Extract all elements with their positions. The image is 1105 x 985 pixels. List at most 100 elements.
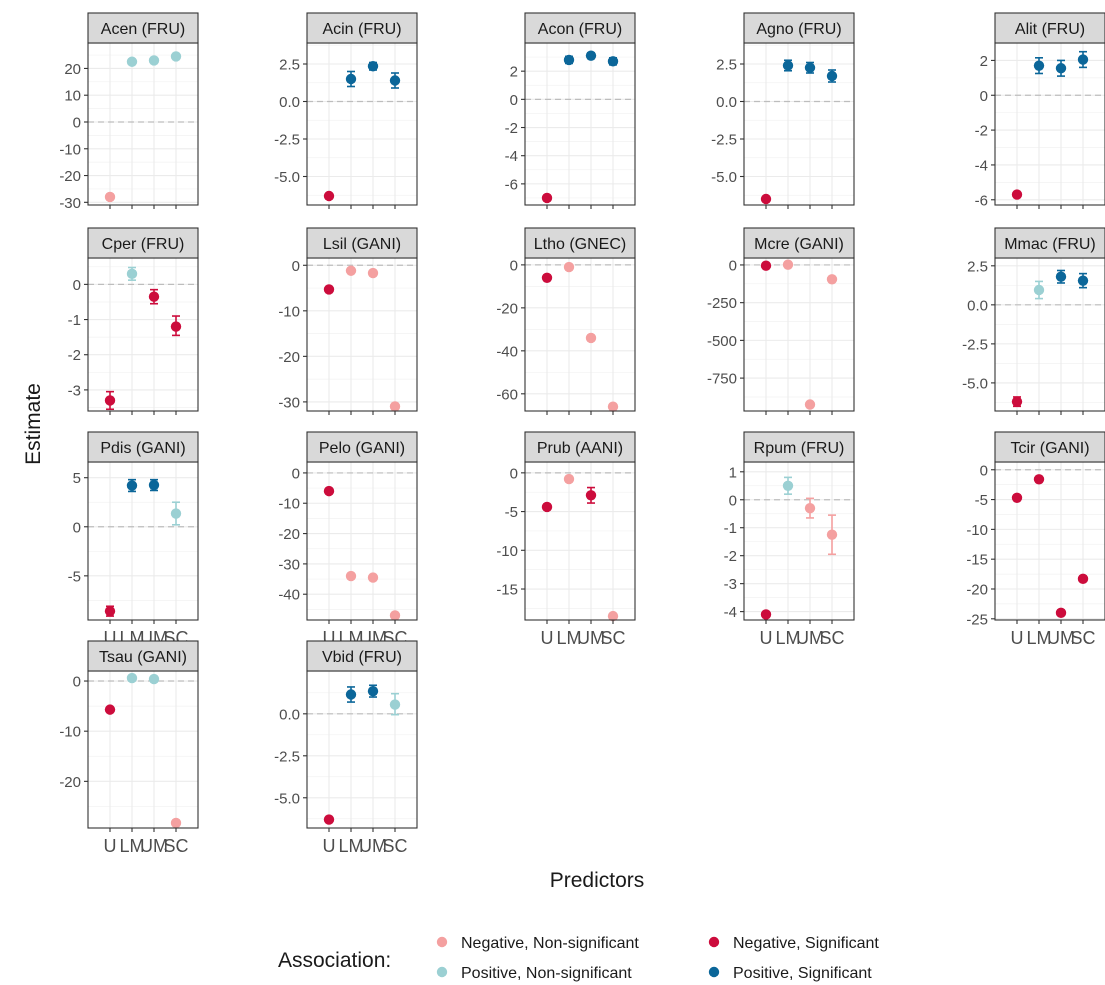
data-point (585, 332, 597, 344)
y-tick-label: -1 (724, 520, 737, 537)
data-point (804, 502, 816, 514)
y-tick-label: -750 (707, 371, 737, 388)
y-tick-label: 1 (729, 464, 737, 481)
facet-strip (743, 227, 855, 259)
data-point (782, 259, 794, 270)
panel-background (744, 258, 854, 411)
x-tick-label: SC (819, 628, 844, 648)
facet-strip (87, 431, 199, 463)
data-point (148, 673, 160, 685)
data-point (170, 817, 182, 829)
y-tick-label: -2.5 (711, 132, 737, 149)
data-point (1011, 189, 1023, 200)
facet-title: Rpum (FRU) (754, 440, 845, 457)
facet-strip (994, 12, 1105, 44)
facet-strip (306, 640, 418, 672)
facet-title: Lsil (GANI) (323, 236, 401, 253)
data-point (367, 685, 379, 697)
x-tick-label: UM (359, 836, 387, 856)
y-tick-label: -15 (966, 552, 988, 569)
facet-panel: Mcre (GANI) -750 -500 -250 0 (707, 227, 855, 415)
y-tick-label: -60 (496, 386, 518, 403)
x-tick-label: U (541, 628, 554, 648)
panel-background (88, 43, 198, 205)
legend-title: Association: (278, 949, 391, 972)
x-tick-label: U (104, 836, 117, 856)
x-axis-title: Predictors (550, 869, 645, 892)
y-tick-label: -5 (68, 568, 81, 585)
x-tick-label: U (323, 836, 336, 856)
data-point (1033, 60, 1045, 71)
legend-key (436, 966, 448, 978)
facet-strip (87, 227, 199, 259)
data-point (104, 191, 116, 203)
facet-panel: Agno (FRU) -5.0 -2.5 0.0 2.5 (711, 12, 855, 209)
panel-background (525, 43, 635, 205)
facet-title: Ltho (GNEC) (534, 236, 626, 253)
data-point (826, 529, 838, 540)
data-point (563, 261, 575, 273)
facet-strip (743, 431, 855, 463)
legend-item: Negative, Non-significant (436, 935, 639, 952)
facet-title: Cper (FRU) (102, 236, 185, 253)
legend-item: Negative, Significant (708, 935, 879, 952)
panel-background (995, 43, 1105, 205)
y-tick-label: -10 (59, 141, 81, 158)
y-tick-label: -10 (278, 303, 300, 320)
facet-strip (524, 12, 636, 44)
facet-title: Acon (FRU) (538, 21, 622, 38)
facet-strip (87, 12, 199, 44)
data-point (170, 508, 182, 519)
legend: Association: Negative, Non-significant Neg… (278, 935, 879, 982)
x-tick-label: SC (382, 836, 407, 856)
y-tick-label: -10 (278, 496, 300, 513)
y-tick-label: 2.5 (279, 57, 300, 74)
y-tick-label: -10 (496, 543, 518, 560)
x-tick-label: SC (600, 628, 625, 648)
legend-key (708, 966, 720, 978)
y-tick-label: 2.5 (967, 258, 988, 275)
data-point (148, 55, 160, 66)
facet-panel: Alit (FRU) -6 -4 -2 0 2 (975, 12, 1105, 209)
legend-label: Positive, Non-significant (461, 965, 632, 982)
facet-strip (994, 227, 1105, 259)
y-tick-label: 0.0 (279, 94, 300, 111)
y-tick-label: -20 (59, 774, 81, 791)
data-point (104, 605, 116, 617)
data-point (541, 501, 553, 513)
data-point (126, 268, 138, 280)
facet-strip (994, 431, 1105, 463)
data-point (782, 480, 794, 491)
facet-title: Alit (FRU) (1015, 21, 1085, 38)
facet-strip (524, 227, 636, 259)
y-tick-label: 0.0 (716, 94, 737, 111)
data-point (389, 75, 401, 86)
facet-title: Mmac (FRU) (1004, 236, 1096, 253)
x-tick-label: UM (577, 628, 605, 648)
facet-title: Tsau (GANI) (99, 649, 187, 666)
y-tick-label: -30 (278, 556, 300, 573)
y-tick-label: -6 (505, 176, 518, 193)
data-point (1033, 284, 1045, 296)
panel-background (307, 258, 417, 411)
legend-item: Positive, Significant (708, 965, 872, 982)
data-point (1077, 275, 1089, 286)
data-point (760, 193, 772, 205)
data-point (389, 401, 401, 412)
y-tick-label: 0 (73, 519, 81, 536)
y-tick-label: -5.0 (711, 169, 737, 186)
data-point (389, 610, 401, 621)
x-tick-label: LM (775, 628, 800, 648)
facet-panel: Acon (FRU) -6 -4 -2 0 2 (505, 12, 636, 209)
data-point (607, 401, 619, 412)
legend-key (708, 936, 720, 948)
data-point (323, 485, 335, 497)
y-tick-label: -3 (724, 576, 737, 593)
y-tick-label: 0 (510, 92, 518, 109)
data-point (563, 54, 575, 66)
y-tick-label: -6 (975, 192, 988, 209)
y-tick-label: 10 (64, 88, 81, 105)
